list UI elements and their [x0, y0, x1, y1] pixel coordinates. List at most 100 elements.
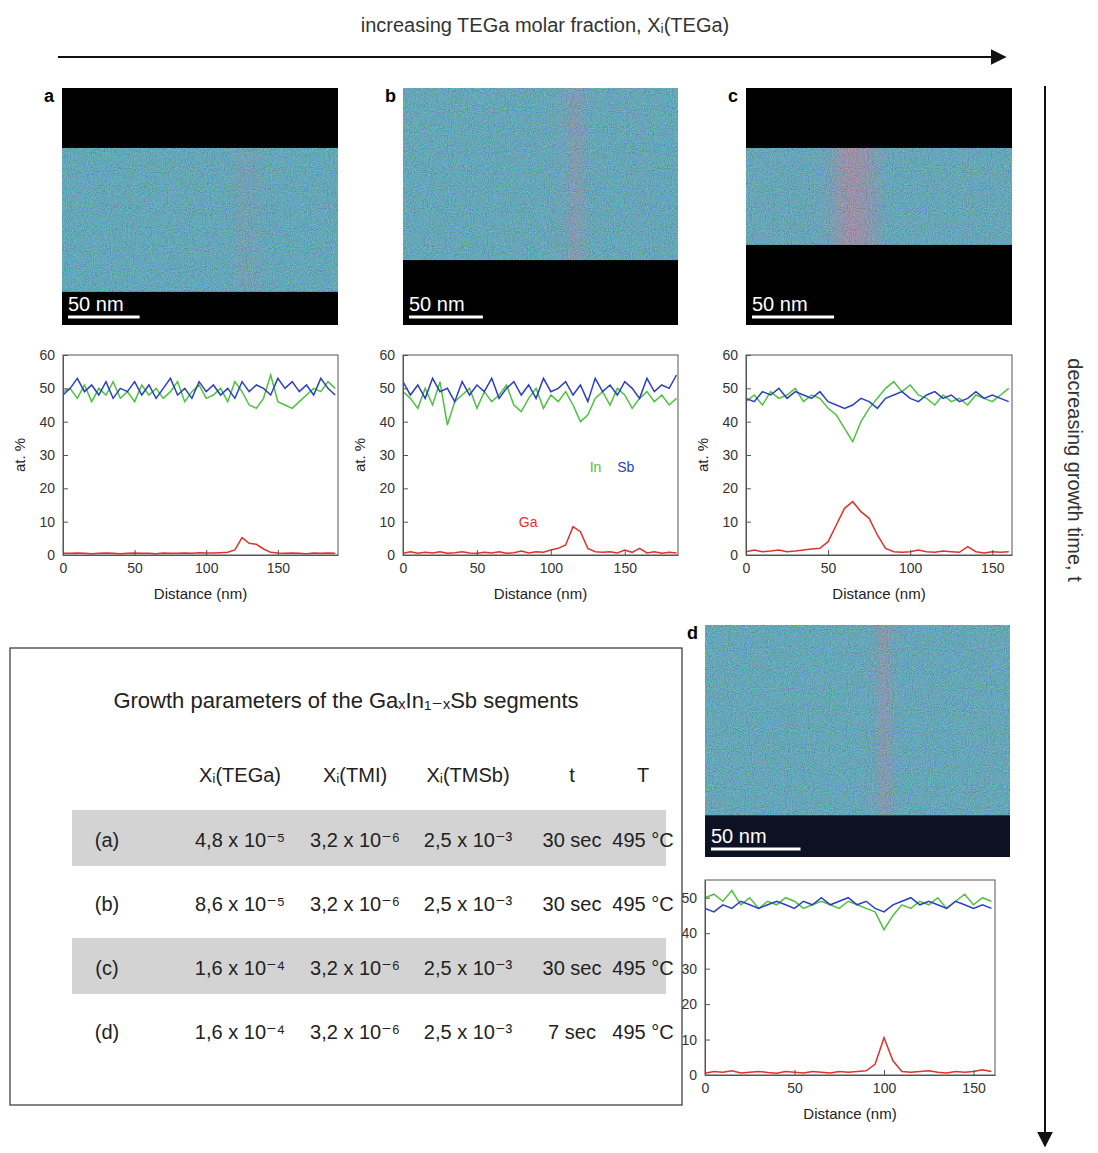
tick: 150: [981, 550, 1005, 576]
tick-label: 60: [379, 347, 395, 363]
profile-line: [63, 375, 335, 408]
series-label: Ga: [519, 514, 538, 530]
profile-line: [705, 891, 991, 930]
panel: 50 nmc0501001500102030405060Distance (nm…: [694, 86, 1013, 602]
tick-mark: [705, 1004, 710, 1005]
map-background: [62, 88, 338, 325]
tick: 10: [39, 514, 68, 530]
y-axis-title: at. %: [11, 438, 28, 472]
table-cell: 3,2 x 10⁻⁶: [310, 1021, 400, 1043]
table-cell: 30 sec: [543, 893, 602, 915]
panel-letter: d: [687, 623, 698, 643]
tick: 150: [962, 1070, 986, 1096]
tick-label: 50: [821, 560, 837, 576]
tick-label: 100: [195, 560, 219, 576]
map-background: [746, 88, 1012, 325]
ga-band: [62, 148, 338, 292]
tick-mark: [746, 522, 751, 523]
tick-label: 50: [722, 380, 738, 396]
tick: 50: [470, 550, 486, 576]
tick: 0: [689, 1067, 710, 1083]
wire-area: [62, 148, 338, 292]
table-cell: 1,6 x 10⁻⁴: [195, 1021, 285, 1043]
table-cell: 30 sec: [543, 829, 602, 851]
tick-label: 10: [681, 1032, 697, 1048]
table-cell: 495 °C: [612, 893, 673, 915]
tick-label: 50: [39, 380, 55, 396]
tick-mark: [974, 1070, 975, 1075]
profile-line: [746, 388, 1009, 408]
profile-line: [746, 502, 1009, 553]
scale-bar: [711, 848, 801, 851]
panel-letter: b: [385, 86, 396, 106]
x-axis: 050100150: [60, 550, 339, 576]
tick-label: 30: [379, 447, 395, 463]
table-cell: 30 sec: [543, 957, 602, 979]
tick-mark: [746, 555, 751, 556]
table-cell: 495 °C: [612, 1021, 673, 1043]
profile-line: [403, 527, 677, 554]
plot-frame: [63, 355, 338, 555]
tick-label: 10: [39, 514, 55, 530]
tick-label: 60: [39, 347, 55, 363]
tick-mark: [63, 488, 68, 489]
tick-mark: [746, 455, 751, 456]
tick-label: 20: [681, 996, 697, 1012]
series-lines: [746, 382, 1009, 553]
tick-label: 10: [722, 514, 738, 530]
edx-map: 50 nm: [746, 88, 1012, 325]
series-lines: [403, 375, 677, 553]
tick-label: 30: [681, 961, 697, 977]
tick-mark: [828, 550, 829, 555]
tick-label: 40: [379, 414, 395, 430]
tick-mark: [884, 1070, 885, 1075]
x-axis: 050100150: [743, 550, 1013, 576]
tick: 10: [379, 514, 408, 530]
tick: 10: [722, 514, 751, 530]
tick-label: 30: [39, 447, 55, 463]
tick-mark: [746, 388, 751, 389]
ga-band: [705, 625, 1010, 815]
figure: increasing TEGa molar fraction, Xᵢ(TEGa)…: [0, 0, 1098, 1153]
scale-bar-label: 50 nm: [711, 825, 767, 847]
wire-area: [403, 88, 678, 260]
tick-label: 0: [689, 1067, 697, 1083]
tick-mark: [403, 555, 408, 556]
tick: 10: [681, 1032, 710, 1048]
table-cell: 495 °C: [612, 829, 673, 851]
panel: 50 nmb0501001500102030405060Distance (nm…: [351, 86, 679, 602]
edx-map: 50 nm: [705, 625, 1010, 857]
tick-label: 30: [722, 447, 738, 463]
y-axis-title: at. %: [351, 438, 368, 472]
row-label: (c): [95, 957, 118, 979]
scale-bar-label: 50 nm: [752, 293, 808, 315]
tick-label: 50: [681, 890, 697, 906]
tick-mark: [403, 422, 408, 423]
tick-label: 100: [540, 560, 564, 576]
panel-letter: a: [44, 86, 55, 106]
x-axis: 050100150: [702, 1070, 996, 1096]
table-cell: 4,8 x 10⁻⁵: [195, 829, 285, 851]
tick-mark: [403, 355, 408, 356]
tick-mark: [705, 1075, 710, 1076]
scale-bar: [752, 316, 834, 319]
tick-label: 10: [379, 514, 395, 530]
x-axis-line: [747, 555, 1013, 556]
side-arrow: [1044, 86, 1046, 1146]
column-header: T: [637, 764, 649, 786]
tick: 20: [39, 480, 68, 496]
tick: 40: [681, 925, 710, 941]
x-axis-line: [64, 555, 339, 556]
table-cell: 8,6 x 10⁻⁵: [195, 893, 285, 915]
tick-mark: [63, 455, 68, 456]
tick-label: 0: [743, 560, 751, 576]
plot-frame: [403, 355, 678, 555]
table-cell: 3,2 x 10⁻⁶: [310, 893, 400, 915]
row-shade: [72, 938, 666, 994]
series-lines: [705, 891, 991, 1074]
map-background: [705, 625, 1010, 857]
scale-bar: [409, 316, 483, 319]
tick: 100: [540, 550, 564, 576]
row-label: (d): [95, 1021, 119, 1043]
tick-label: 150: [614, 560, 638, 576]
